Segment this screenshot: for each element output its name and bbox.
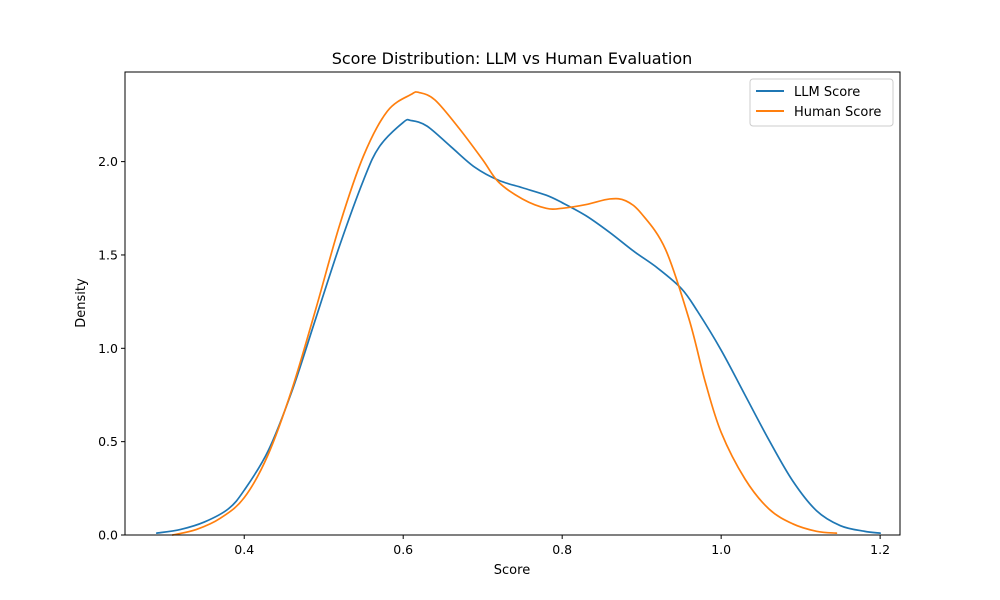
y-tick-label: 1.5 xyxy=(98,247,118,262)
x-ticks: 0.4 0.6 0.8 1.0 1.2 xyxy=(234,535,890,557)
y-ticks: 0.0 0.5 1.0 1.5 2.0 xyxy=(98,154,125,543)
x-tick-label: 0.8 xyxy=(552,542,572,557)
x-tick-label: 1.2 xyxy=(870,542,890,557)
series-line-human-score xyxy=(171,91,838,536)
y-tick-label: 1.0 xyxy=(98,341,118,356)
series-layer xyxy=(155,91,881,536)
x-tick-label: 0.4 xyxy=(234,542,254,557)
legend-label-human-score: Human Score xyxy=(794,105,881,120)
chart-title: Score Distribution: LLM vs Human Evaluat… xyxy=(332,49,693,68)
plot-frame xyxy=(124,71,901,536)
x-tick-label: 0.6 xyxy=(393,542,413,557)
legend-label-llm-score: LLM Score xyxy=(794,85,860,100)
legend: LLM Score Human Score xyxy=(749,78,894,127)
x-tick-label: 1.0 xyxy=(711,542,731,557)
legend-box xyxy=(749,78,894,127)
y-tick-label: 2.0 xyxy=(98,154,118,169)
y-tick-label: 0.0 xyxy=(98,528,118,543)
y-tick-label: 0.5 xyxy=(98,434,118,449)
x-axis-label: Score xyxy=(494,563,530,578)
y-axis-label: Density xyxy=(74,278,89,328)
